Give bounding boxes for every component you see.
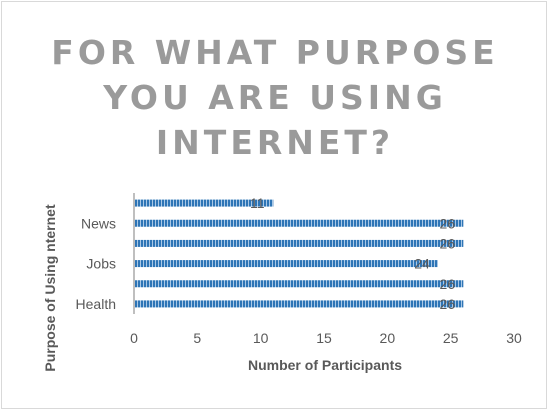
y-axis-title: Purpose of Using nternet — [42, 204, 58, 372]
bar — [134, 239, 464, 247]
bar-value-label: 26 — [440, 296, 456, 312]
x-tick-label: 10 — [253, 330, 269, 346]
chart-title-line-3: INTERNET? — [155, 123, 395, 162]
x-tick-label: 25 — [443, 330, 459, 346]
bar — [134, 280, 464, 288]
x-tick-label: 15 — [316, 330, 332, 346]
bar-value-label: 26 — [440, 215, 456, 231]
y-axis-categories: News Jobs Health — [76, 215, 116, 312]
bar — [134, 260, 438, 268]
chart-title-line-1: FOR WHAT PURPOSE — [51, 33, 499, 72]
category-label: Health — [76, 296, 116, 312]
bar-value-label: 24 — [414, 256, 430, 272]
bars-layer — [134, 199, 464, 308]
bar-value-label: 26 — [440, 235, 456, 251]
bar-value-label: 11 — [250, 195, 265, 211]
category-label: Jobs — [86, 256, 116, 272]
chart-title: FOR WHAT PURPOSE YOU ARE USING INTERNET? — [0, 30, 550, 165]
bar — [134, 199, 274, 207]
bar-value-label: 26 — [440, 276, 456, 292]
x-tick-label: 30 — [506, 330, 522, 346]
bar — [134, 219, 464, 227]
x-tick-label: 0 — [130, 330, 138, 346]
bar — [134, 300, 464, 308]
x-axis-ticks: 0 5 10 15 20 25 30 — [130, 330, 522, 346]
data-labels: 11 26 26 24 26 26 — [250, 195, 455, 312]
category-label: News — [81, 215, 116, 231]
x-tick-label: 5 — [193, 330, 201, 346]
x-tick-label: 20 — [380, 330, 396, 346]
chart-title-line-2: YOU ARE USING — [103, 78, 447, 117]
x-axis-title: Number of Participants — [247, 357, 403, 373]
